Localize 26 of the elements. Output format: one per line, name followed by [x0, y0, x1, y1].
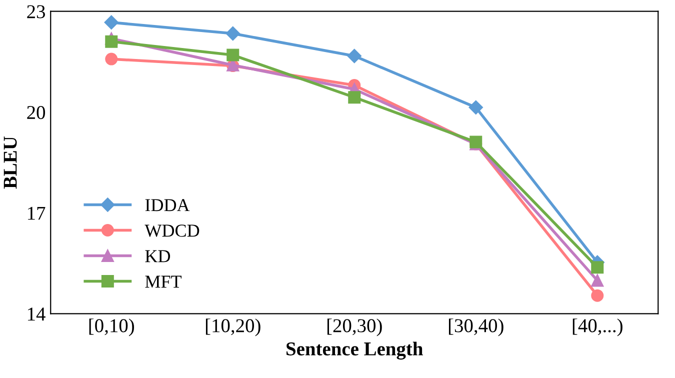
point [468, 100, 483, 115]
point [347, 48, 362, 64]
point [226, 48, 240, 62]
y-tick-label: 20 [27, 106, 46, 120]
y-tick-label: 17 [28, 206, 46, 220]
legend-label: WDCD [144, 224, 200, 237]
legend-label: KD [145, 250, 170, 262]
legend-label: MFT [145, 276, 182, 288]
y-tick-label: 14 [28, 308, 46, 320]
point [105, 52, 118, 66]
x-axis-title: Sentence Length [286, 342, 423, 360]
x-tick-label: [10,20) [206, 318, 260, 336]
point [226, 26, 240, 41]
x-tick-label: [40,...) [572, 318, 622, 336]
y-tick-label: 23 [27, 5, 46, 18]
x-tick-label: [30,40) [448, 318, 504, 336]
point [105, 35, 118, 48]
y-axis-title: BLEU [4, 136, 17, 189]
point [591, 274, 604, 287]
point [348, 91, 361, 104]
point [591, 289, 604, 302]
point [104, 15, 118, 30]
x-tick-label: [20,30) [327, 318, 382, 336]
point [591, 261, 604, 274]
legend-label: IDDA [145, 199, 190, 212]
x-tick-label: [0,10) [89, 318, 134, 336]
